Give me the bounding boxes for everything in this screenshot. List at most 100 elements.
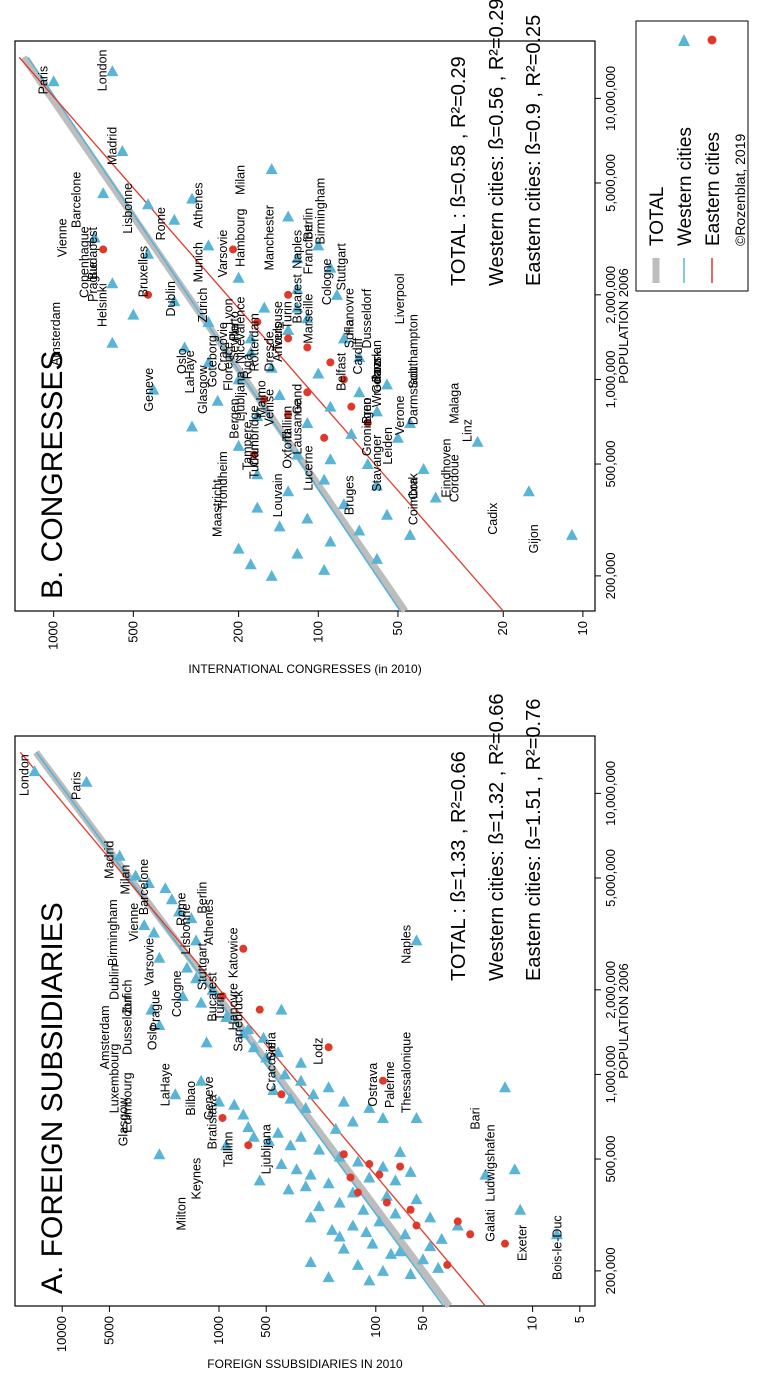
panel-b-eastern-point	[347, 402, 356, 411]
panel-a-western-point	[376, 1160, 389, 1172]
panel-a-city-label: Palerme	[383, 1061, 397, 1108]
panel-b-western-point	[404, 528, 417, 540]
panel-a-western-point	[435, 1232, 448, 1244]
panel-b-ytick-label: 1000	[46, 621, 61, 650]
panel-b-western-point	[106, 65, 119, 77]
panel-b-city-label: London	[95, 49, 109, 91]
panel-b-western-point	[370, 479, 383, 491]
panel-a-eq-eastern: Eastern cities: ß=1.51 , R²=0.76	[523, 699, 545, 981]
panel-a-western-point	[304, 1211, 317, 1223]
panel-b-western-point	[391, 431, 404, 443]
panel-b-city-label: Gdansk	[370, 350, 384, 394]
panel-a-western-point	[195, 1074, 208, 1086]
panel-a-xtick-label: 2,000,000	[603, 961, 618, 1019]
legend-credit: ©Rozenblat, 2019	[732, 134, 748, 246]
panel-b-eastern-point	[303, 388, 312, 397]
panel-b-ytick-label: 200	[231, 621, 246, 643]
panel-a-city-label: Sarrebruck	[231, 990, 245, 1052]
panel-b-western-point	[147, 383, 160, 395]
panel-a-western-point	[190, 934, 203, 946]
legend-western-marker	[678, 34, 690, 46]
panel-a-western-point	[200, 1036, 213, 1048]
panel-b-city-label: Glasgow	[196, 364, 210, 414]
panel-a-western-point	[432, 1261, 445, 1273]
panel-b-western-point	[353, 386, 366, 398]
panel-a-western-point	[304, 1256, 317, 1268]
panel-b-western-point	[345, 427, 358, 439]
panel-a-eastern-point	[346, 1173, 355, 1182]
panel-b-western-point	[258, 301, 271, 313]
panel-a-western-point	[165, 893, 178, 905]
panel-a-western-point	[360, 1226, 373, 1238]
panel-b-western-point	[244, 346, 257, 358]
panel-a-western-point	[138, 919, 151, 931]
panel-a-eastern-point	[239, 944, 248, 953]
panel-a-western-point	[424, 1240, 437, 1252]
panel-a-eastern-point	[382, 1198, 391, 1207]
panel-a-city-label: Galati	[484, 1209, 498, 1242]
panel-a-western-point	[363, 1171, 376, 1183]
panel-b-western-point	[370, 405, 383, 417]
panel-b-city-label: Barcelone	[70, 172, 84, 228]
panel-a-western-point	[294, 1130, 307, 1142]
panel-a-western-point	[337, 1095, 350, 1107]
panel-a-eq-total: TOTAL : ß=1.33 , R²=0.66	[448, 751, 470, 981]
panel-a-western-point	[190, 972, 203, 984]
panel-b-fit-line-eastern	[18, 56, 504, 612]
panel-b-western-point	[265, 163, 278, 175]
panel-b-city-label: Athenes	[191, 182, 205, 228]
panel-b-western-point	[273, 520, 286, 532]
panel-b-city-label: Linz	[461, 419, 475, 442]
panel-b-city-label: Dusseldorf	[360, 288, 374, 348]
panel-b-city-label: Amsterdam	[49, 302, 63, 366]
panel-a-western-point	[351, 1258, 364, 1270]
panel-b-ytick-label: 100	[310, 621, 325, 643]
panel-a-eastern-point	[406, 1205, 415, 1214]
panel-a-city-label: Stuttgart	[196, 942, 210, 990]
panel-a-western-point	[267, 1084, 280, 1096]
panel-b-eastern-point	[260, 395, 269, 404]
panel-b-city-label: Zurich	[196, 288, 210, 323]
panel-a-city-label: Berlin	[196, 882, 210, 914]
panel-a-city-label: Varsovie	[142, 938, 156, 986]
panel-b-western-point	[404, 416, 417, 428]
panel-b-city-label: Bruxelles	[136, 246, 150, 297]
panel-b-city-label: Cadix	[486, 502, 500, 535]
panel-b-western-point	[251, 501, 264, 513]
panel-a-western-point	[176, 990, 189, 1002]
panel-a-city-label: Lisbonne	[179, 904, 193, 955]
panel-b-western-point	[251, 410, 264, 422]
panel-a-city-label: Geneve	[202, 1076, 216, 1120]
panel-a-western-point	[142, 876, 155, 888]
panel-a-western-point	[389, 1207, 402, 1219]
panel-a-western-point	[272, 1126, 285, 1138]
panel-a-city-label: Luxembourg	[108, 1044, 122, 1114]
panel-b-eq-western: Western cities: ß=0.56 , R²=0.29	[486, 0, 508, 286]
panel-a-western-point	[253, 1174, 266, 1186]
panel-b-ytick-label: 500	[125, 621, 140, 643]
panel-a-western-point	[257, 1031, 270, 1043]
panel-a-city-label: Barcelone	[137, 859, 151, 915]
panel-a-city-label: Bucarest	[205, 972, 219, 1022]
panel-b-western-point	[291, 448, 304, 460]
panel-a-western-point	[304, 1168, 317, 1180]
panel-b-city-label: Varsovie	[216, 230, 230, 278]
panel-b-city-label: Coimbra	[407, 478, 421, 525]
panel-b-title: B. CONGRESSES	[36, 351, 69, 599]
panel-b-city-label: Hambourg	[234, 208, 248, 266]
panel-a-western-point	[333, 1150, 346, 1162]
panel-b-xtick-label: 2,000,000	[603, 266, 618, 324]
panel-b-city-label: Helsinki	[95, 283, 109, 327]
panel-a-city-label: Vienne	[127, 903, 141, 942]
panel-a-western-point	[394, 1145, 407, 1157]
panel-a-western-point	[220, 1139, 233, 1151]
panel-a-western-point	[373, 1215, 386, 1227]
panel-a-eastern-point	[339, 1150, 348, 1159]
panel-a-western-point	[28, 765, 41, 777]
panel-a-eastern-point	[396, 1162, 405, 1171]
panel-b-eastern-point	[320, 433, 329, 442]
panel-a-western-point	[278, 1068, 291, 1080]
panel-a-western-point	[389, 1174, 402, 1186]
panel-a-western-point	[282, 1183, 295, 1195]
panel-b-western-point	[324, 261, 337, 273]
